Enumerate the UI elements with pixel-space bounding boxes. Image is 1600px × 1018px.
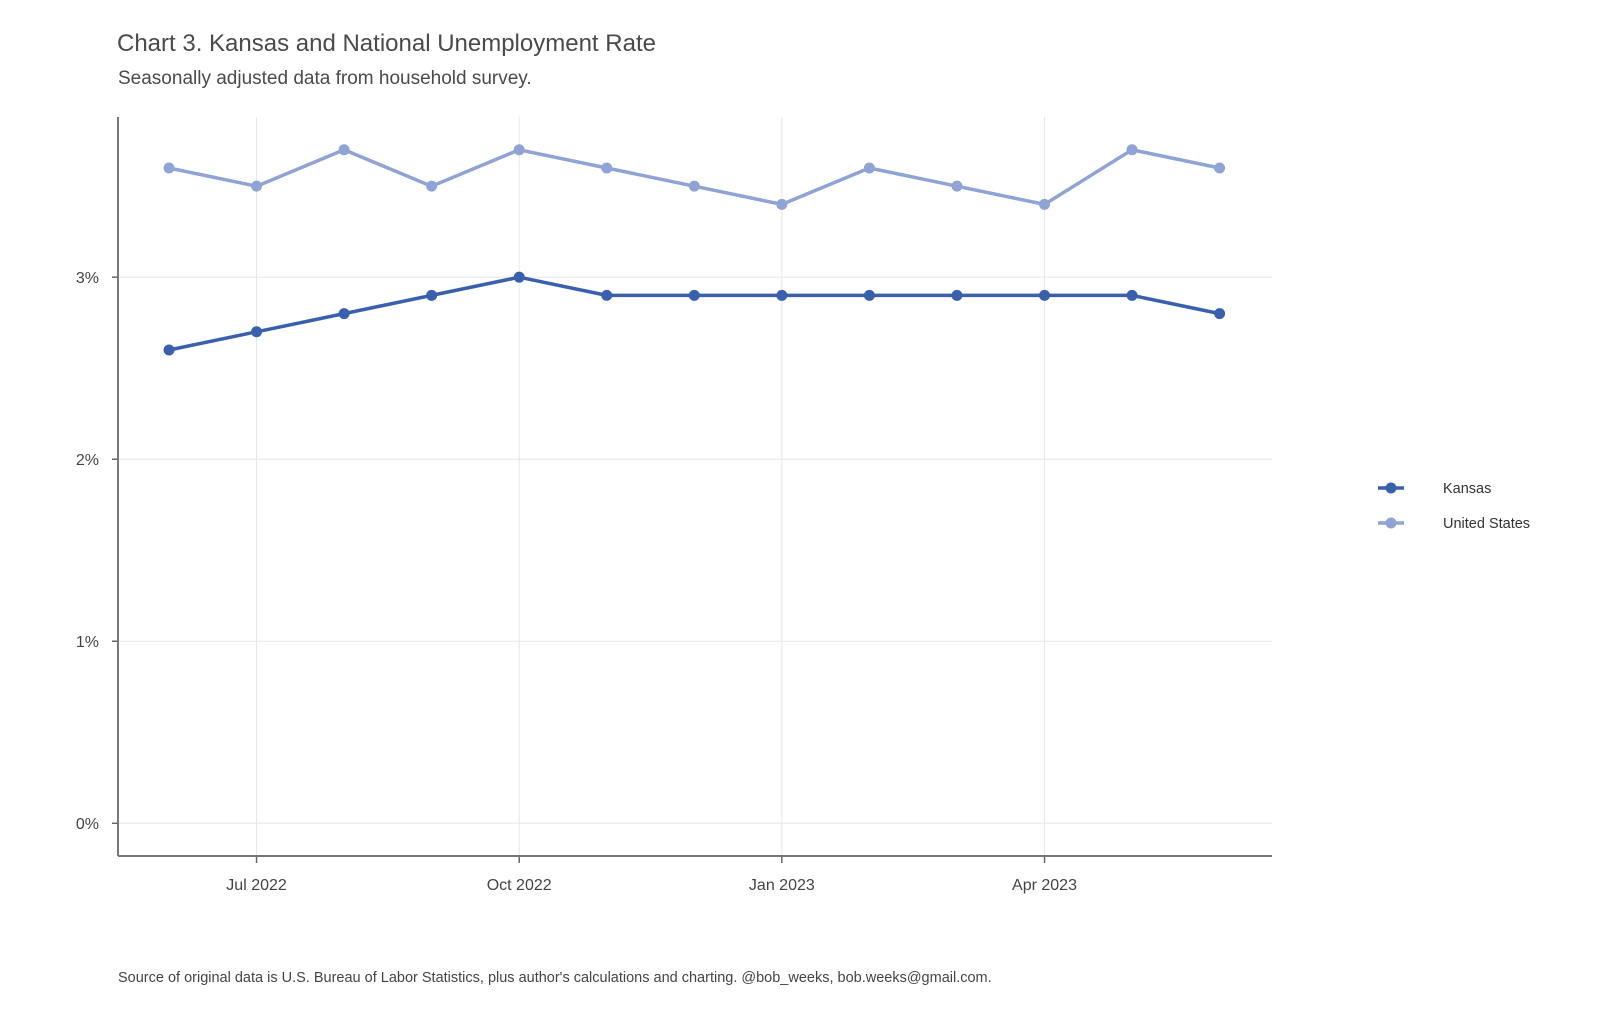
data-point-united-states [163, 162, 175, 174]
data-point-kansas [951, 289, 963, 301]
data-point-kansas [863, 289, 875, 301]
legend: Kansas United States [1378, 481, 1530, 532]
data-point-kansas [1039, 289, 1050, 301]
legend-label: United States [1443, 516, 1530, 532]
chart-caption: Source of original data is U.S. Bureau o… [118, 970, 992, 986]
series-kansas [163, 271, 1226, 356]
data-point-united-states [951, 180, 963, 192]
legend-item-united-states: United States [1378, 516, 1530, 532]
data-point-kansas [426, 289, 438, 301]
series-line-united-states [167, 148, 1222, 207]
data-point-united-states [1039, 198, 1050, 210]
axes: 0% 1% 2% 3% Jul 2022 Oct 2022 Jan 2023 Apr 2023 [76, 117, 1272, 894]
data-point-kansas [338, 308, 350, 320]
data-series [163, 144, 1226, 356]
data-point-kansas [776, 289, 788, 301]
grid-lines [118, 117, 1272, 856]
series-line-kansas [167, 275, 1222, 352]
data-point-kansas [601, 289, 613, 301]
data-point-united-states [601, 162, 613, 174]
x-tick-label: Apr 2023 [1012, 877, 1077, 894]
legend-swatch-point [1385, 517, 1397, 529]
y-tick-label: 0% [76, 816, 99, 833]
data-point-united-states [513, 144, 525, 156]
x-tick-label: Jul 2022 [226, 877, 287, 894]
data-point-united-states [1214, 162, 1226, 174]
data-point-united-states [426, 180, 438, 192]
data-point-united-states [1126, 144, 1138, 156]
data-point-kansas [1126, 289, 1138, 301]
legend-label: Kansas [1443, 481, 1491, 497]
y-tick-label: 3% [76, 270, 99, 287]
data-point-united-states [776, 198, 788, 210]
y-tick-label: 1% [76, 634, 99, 651]
data-point-kansas [163, 344, 175, 356]
data-point-kansas [1214, 308, 1226, 320]
data-point-kansas [688, 289, 700, 301]
data-point-kansas [513, 271, 525, 283]
y-tick-label: 2% [76, 452, 99, 469]
series-united-states [163, 144, 1226, 210]
data-point-united-states [338, 144, 350, 156]
legend-item-kansas: Kansas [1378, 481, 1491, 497]
legend-swatch-point [1385, 482, 1397, 494]
data-point-united-states [863, 162, 875, 174]
data-point-united-states [688, 180, 700, 192]
chart-title: Chart 3. Kansas and National Unemploymen… [117, 30, 656, 57]
data-point-kansas [251, 326, 263, 338]
data-point-united-states [251, 180, 263, 192]
x-tick-label: Oct 2022 [487, 877, 552, 894]
chart-subtitle: Seasonally adjusted data from household … [118, 68, 532, 89]
x-tick-label: Jan 2023 [749, 877, 815, 894]
